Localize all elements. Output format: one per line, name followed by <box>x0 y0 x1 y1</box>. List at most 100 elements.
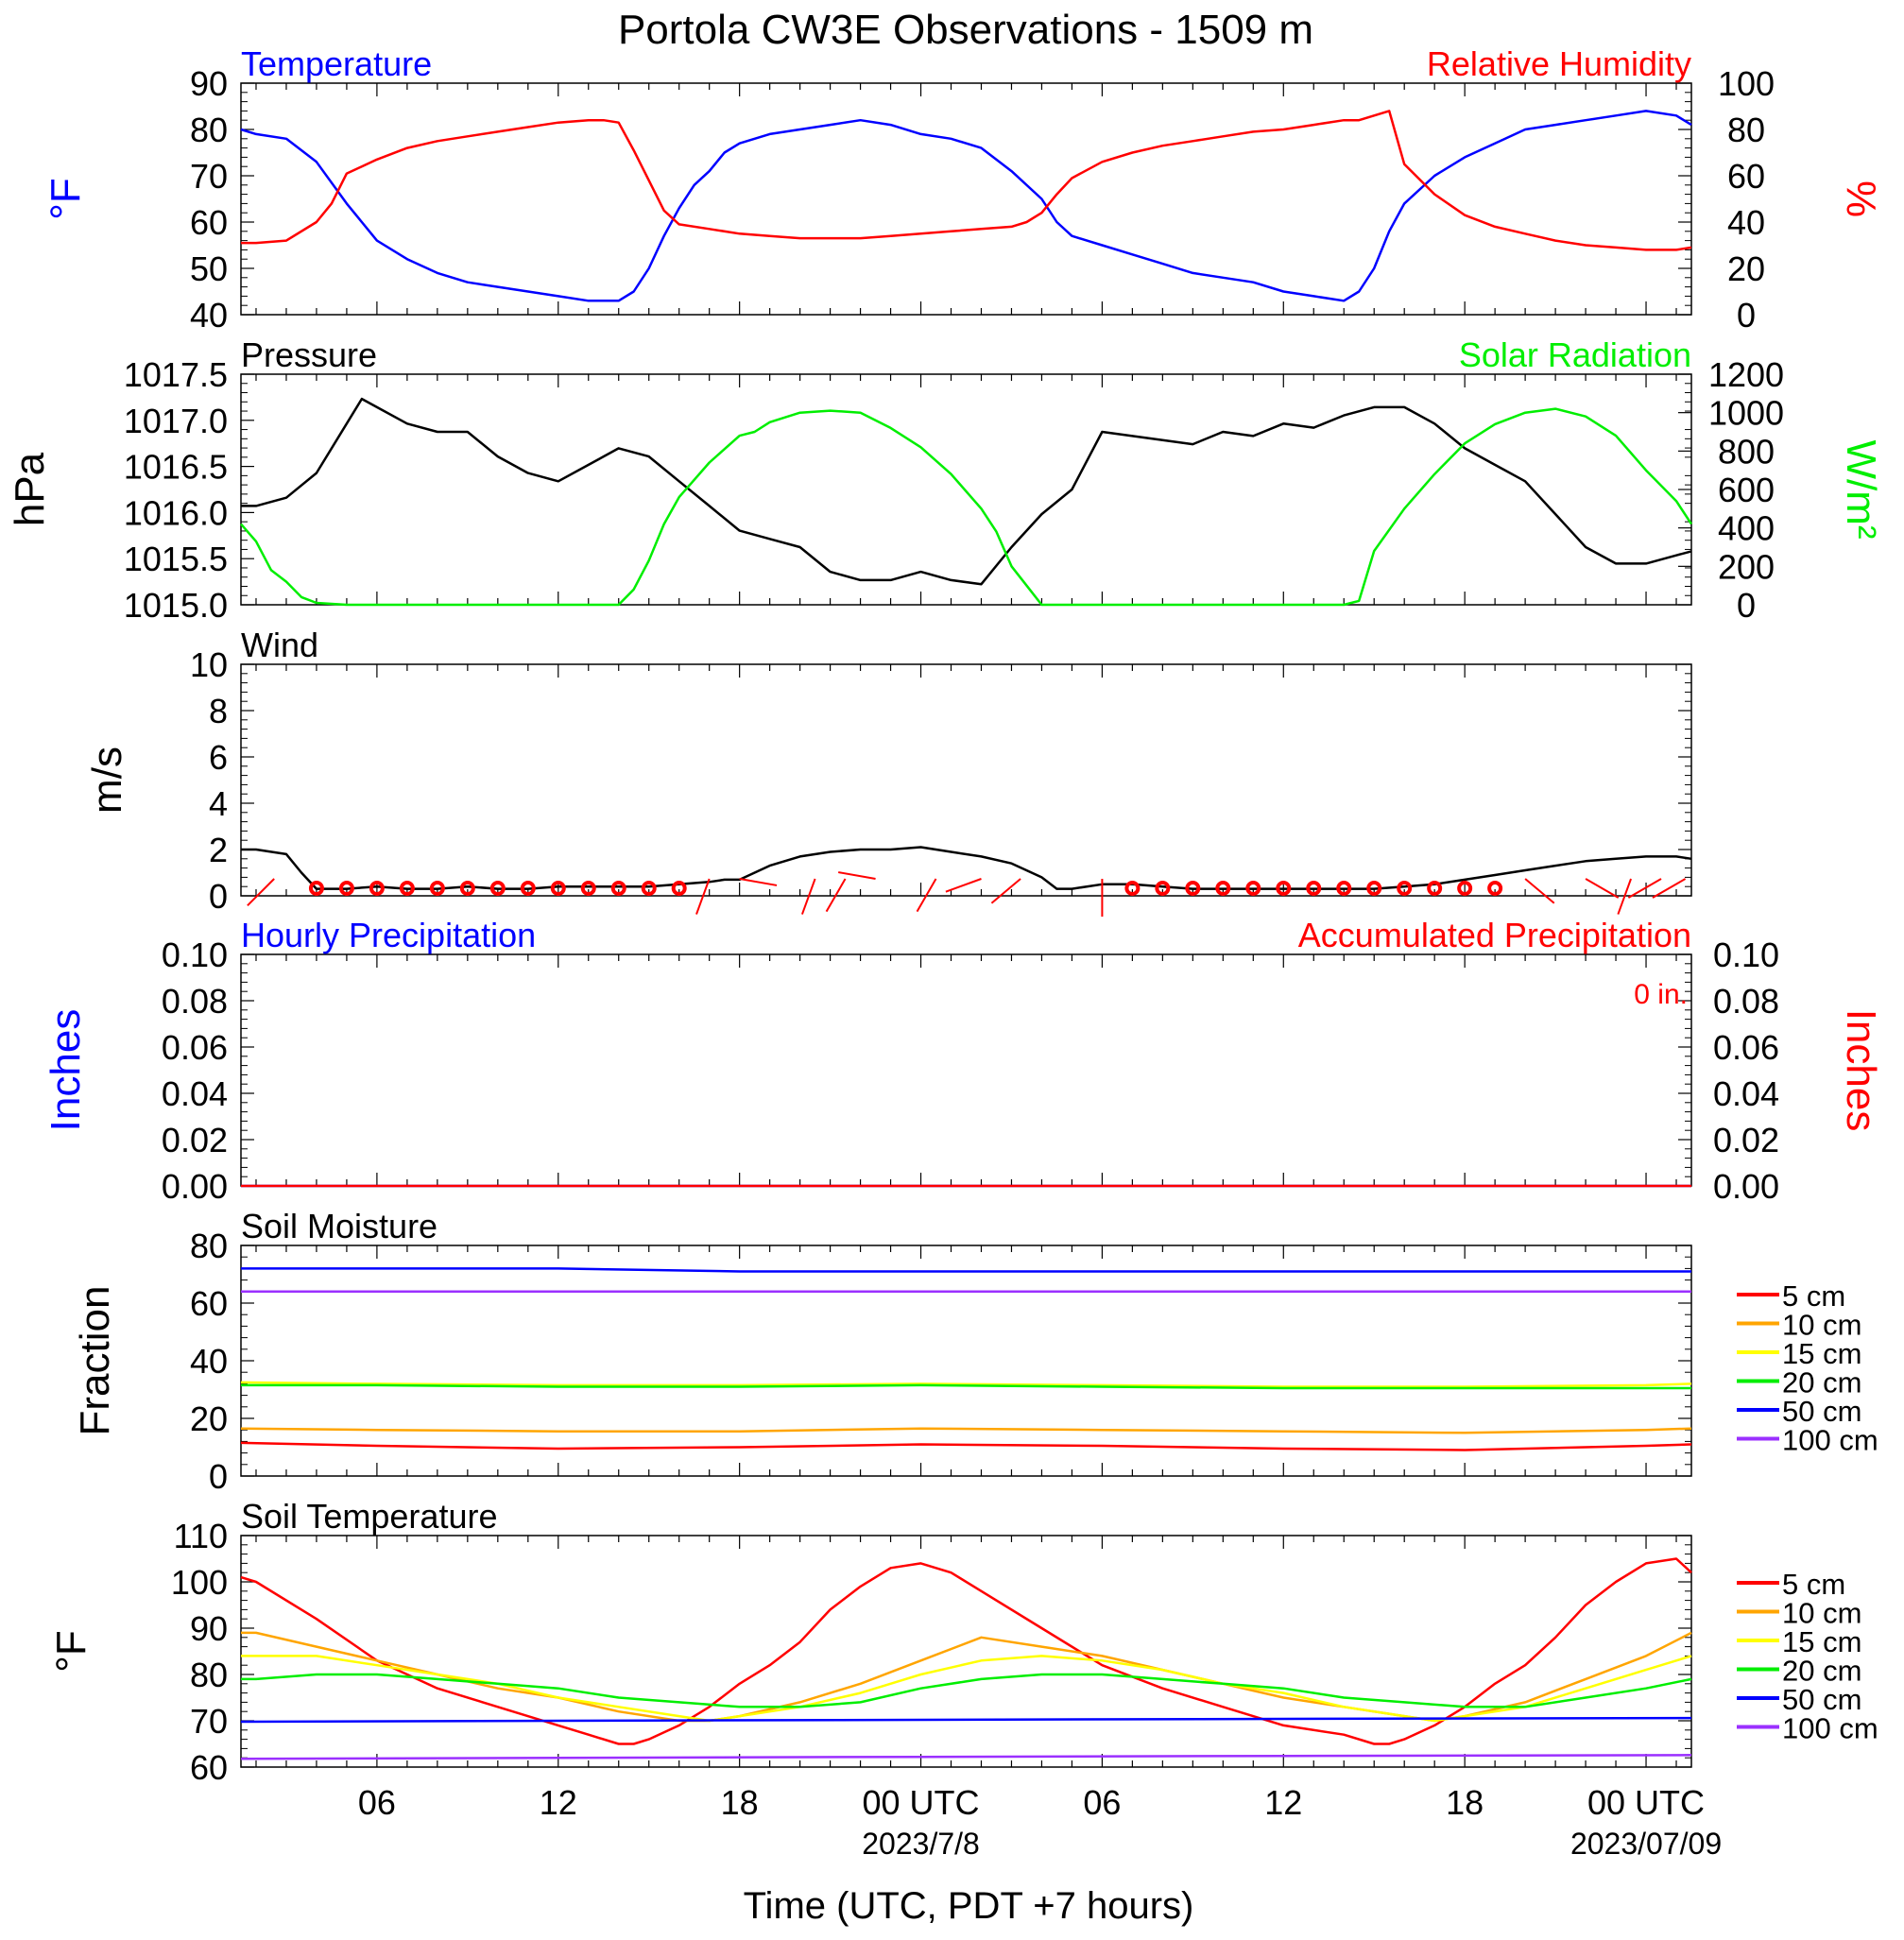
y-left-tick-label: 6 <box>209 738 228 777</box>
y-left-tick-label: 1015.5 <box>124 540 228 578</box>
y-left-axis-label: °F <box>48 1630 94 1672</box>
y-left-axis-label: Inches <box>43 1009 89 1132</box>
legend-label: 10 cm <box>1782 1597 1861 1630</box>
y-left-tick-label: 40 <box>190 1342 228 1381</box>
legend-label: 50 cm <box>1782 1683 1861 1716</box>
x-tick-label: 06 <box>358 1783 396 1822</box>
calm-wind-marker <box>580 881 596 896</box>
y-left-axis-label: hPa <box>7 452 53 526</box>
wind-barb <box>695 878 711 915</box>
wind-barb <box>739 878 778 886</box>
wind-barb <box>945 878 982 893</box>
panel-wind: 0 2 4 6 8 10 Wind m/s <box>84 626 1692 917</box>
legend-label: 5 cm <box>1782 1279 1845 1313</box>
y-left-tick-label: 0.00 <box>162 1167 228 1206</box>
series-line-temperature <box>240 110 1692 302</box>
y-right-tick-label: 1000 <box>1708 394 1784 433</box>
plot-frame <box>240 663 1692 897</box>
calm-wind-marker <box>550 881 566 896</box>
wind-barb <box>247 878 275 906</box>
plot-frame <box>240 1535 1692 1768</box>
y-right-tick-label: 0 <box>1737 296 1756 335</box>
y-right-tick-label: 20 <box>1727 249 1765 288</box>
y-left-tick-label: 4 <box>209 784 228 823</box>
y-right-tick-label: 800 <box>1718 432 1775 471</box>
calm-wind-marker <box>1397 881 1413 896</box>
y-right-tick-label: 600 <box>1718 471 1775 509</box>
y-left-tick-label: 2 <box>209 831 228 869</box>
y-right-tick-label: 400 <box>1718 509 1775 548</box>
y-right-tick-label: 40 <box>1727 203 1765 242</box>
series-line-15-cm <box>240 1381 1692 1388</box>
y-left-tick-label: 60 <box>190 1284 228 1323</box>
series-line-10-cm <box>240 1427 1692 1434</box>
y-left-tick-label: 50 <box>190 249 228 288</box>
calm-wind-marker <box>489 881 506 896</box>
calm-wind-marker <box>1336 881 1352 896</box>
x-tick-label: 12 <box>1264 1783 1302 1822</box>
series-line-50-cm <box>241 1267 1691 1273</box>
calm-wind-marker <box>1276 881 1292 896</box>
y-left-tick-label: 60 <box>190 1748 228 1787</box>
x-tick-label: 12 <box>540 1783 577 1822</box>
y-left-tick-label: 110 <box>174 1517 228 1555</box>
y-right-tick-label: 100 <box>1718 64 1775 103</box>
x-tick-label: 00 UTC <box>863 1783 980 1822</box>
panel-left-title: Hourly Precipitation <box>241 916 536 954</box>
y-left-tick-label: 20 <box>190 1399 228 1438</box>
panel-temperature-humidity: 40 50 60 70 80 90 0 20 40 60 80 100 Temperature Relat… <box>43 44 1884 335</box>
panel-precipitation: 0.00 0.02 0.04 0.06 0.08 0.10 0.00 0.02 0.04 0.06… <box>43 916 1884 1206</box>
wind-barb <box>825 878 847 913</box>
y-left-tick-label: 0 <box>209 1457 228 1496</box>
y-left-axis-label: °F <box>43 178 89 219</box>
y-left-tick-label: 0.10 <box>162 936 228 974</box>
calm-wind-marker <box>399 881 415 896</box>
y-right-tick-label: 0.06 <box>1713 1028 1779 1067</box>
wind-barb <box>1585 878 1620 899</box>
calm-wind-marker <box>520 881 536 896</box>
series-line-50-cm <box>240 1716 1692 1724</box>
legend-label: 5 cm <box>1782 1568 1845 1601</box>
panel-pressure-solar: 1015.0 1015.5 1016.0 1016.5 1017.0 1017.5 0200… <box>7 335 1884 625</box>
plot-frame <box>240 373 1692 606</box>
series-line-20-cm <box>241 1383 1691 1390</box>
y-right-tick-label: 0.10 <box>1713 936 1779 974</box>
panel-left-title: Temperature <box>241 44 432 83</box>
wind-barb <box>916 878 937 913</box>
legend-label: 100 cm <box>1782 1712 1878 1745</box>
panel-right-title: Accumulated Precipitation <box>1298 916 1691 954</box>
wind-barb <box>1627 878 1662 899</box>
wind-barb <box>990 878 1021 904</box>
x-tick-label: 18 <box>721 1783 759 1822</box>
calm-wind-marker <box>641 881 657 896</box>
x-date-label: 2023/7/8 <box>862 1827 980 1861</box>
wind-barb <box>800 878 816 915</box>
series-line-5-cm <box>240 1557 1692 1745</box>
y-left-tick-label: 1015.0 <box>124 586 228 625</box>
y-left-tick-label: 0.06 <box>162 1028 228 1067</box>
calm-wind-marker <box>308 881 324 896</box>
x-axis-label: Time (UTC, PDT +7 hours) <box>744 1885 1194 1927</box>
y-right-tick-label: 0.00 <box>1713 1167 1779 1206</box>
calm-wind-marker <box>369 881 385 896</box>
y-left-tick-label: 1016.0 <box>124 493 228 532</box>
y-right-tick-label: 60 <box>1727 157 1765 196</box>
y-left-tick-label: 70 <box>190 157 228 196</box>
calm-wind-marker <box>1427 881 1443 896</box>
plot-frame <box>240 1245 1692 1477</box>
y-left-tick-label: 10 <box>190 645 228 684</box>
y-left-tick-label: 0.08 <box>162 982 228 1021</box>
calm-wind-marker <box>1215 881 1231 896</box>
y-right-tick-label: 80 <box>1727 111 1765 149</box>
x-axis: 06 12 18 00 UTC 06 12 18 00 UTC 2023/7/8 2023/07/… <box>358 1783 1722 1861</box>
legend-label: 15 cm <box>1782 1337 1861 1370</box>
calm-wind-marker <box>671 881 687 896</box>
legend-label: 10 cm <box>1782 1309 1861 1342</box>
series-line-100-cm <box>240 1754 1692 1760</box>
panel-right-title: Solar Radiation <box>1459 335 1691 374</box>
calm-wind-marker <box>1155 881 1171 896</box>
wind-barb <box>1617 878 1632 915</box>
legend-label: 50 cm <box>1782 1395 1861 1428</box>
